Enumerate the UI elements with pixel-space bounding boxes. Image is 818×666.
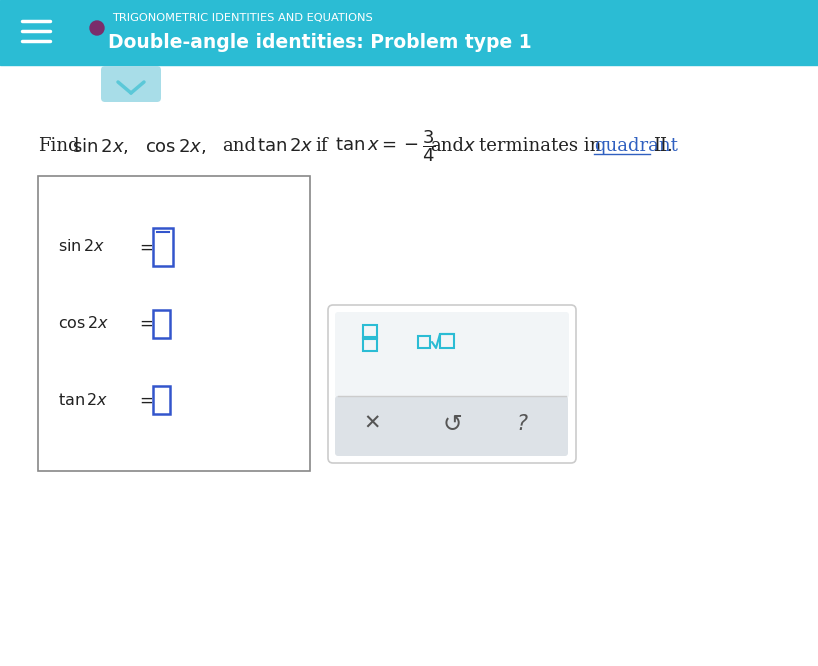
Text: ↺: ↺: [442, 412, 462, 436]
Text: $=$: $=$: [136, 392, 153, 409]
Text: $\tan 2x$: $\tan 2x$: [58, 392, 109, 409]
Text: ?: ?: [516, 414, 528, 434]
Text: and: and: [430, 137, 464, 155]
FancyBboxPatch shape: [335, 396, 568, 456]
Circle shape: [90, 21, 104, 35]
Text: $=$: $=$: [136, 238, 153, 255]
Text: $\sin 2x,$: $\sin 2x,$: [72, 136, 128, 156]
Bar: [153, 386, 170, 414]
Text: quadrant: quadrant: [594, 137, 678, 155]
Bar: [363, 325, 377, 337]
Bar: [38, 176, 310, 471]
Bar: [153, 228, 173, 266]
Bar: [418, 336, 430, 348]
Text: $x$: $x$: [463, 137, 476, 155]
FancyBboxPatch shape: [335, 312, 569, 398]
FancyBboxPatch shape: [328, 305, 576, 463]
Text: ✕: ✕: [363, 414, 380, 434]
Bar: [440, 334, 454, 348]
Text: terminates in: terminates in: [479, 137, 601, 155]
Text: II.: II.: [653, 137, 673, 155]
Text: Find: Find: [38, 137, 79, 155]
Text: Double-angle identities: Problem type 1: Double-angle identities: Problem type 1: [108, 33, 532, 53]
Text: $\cos 2x$: $\cos 2x$: [58, 315, 110, 332]
Text: $\sin 2x$: $\sin 2x$: [58, 238, 106, 255]
Bar: [363, 339, 377, 351]
Text: if: if: [315, 137, 327, 155]
FancyBboxPatch shape: [101, 66, 161, 102]
Text: $\cos 2x,$: $\cos 2x,$: [145, 137, 206, 155]
Text: $=$: $=$: [136, 315, 153, 332]
Bar: [153, 310, 170, 338]
Text: $\tan x = -\dfrac{3}{4}$: $\tan x = -\dfrac{3}{4}$: [335, 128, 436, 164]
Text: TRIGONOMETRIC IDENTITIES AND EQUATIONS: TRIGONOMETRIC IDENTITIES AND EQUATIONS: [112, 13, 373, 23]
Text: and: and: [222, 137, 256, 155]
Bar: [0, 0, 818, 65]
Text: $\tan 2x$: $\tan 2x$: [257, 137, 313, 155]
